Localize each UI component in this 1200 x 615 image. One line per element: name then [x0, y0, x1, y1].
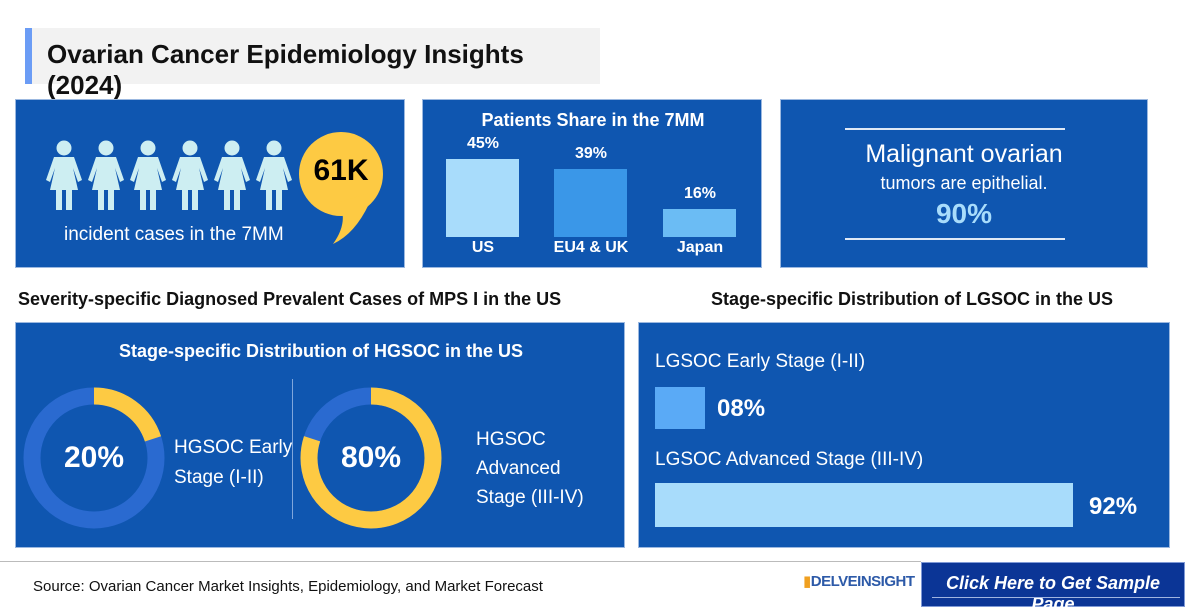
hgsoc-early-donut-segment — [23, 387, 165, 529]
sample-page-button[interactable]: Click Here to Get Sample Page — [921, 562, 1185, 614]
hgsoc-title: Stage-specific Distribution of HGSOC in … — [118, 341, 524, 361]
hgsoc-advanced-label: HGSOC Advanced Stage (III-IV) — [476, 425, 584, 512]
hgsoc-advanced-donut-segment — [300, 387, 442, 529]
right-heading: Stage-specific Distribution of LGSOC in … — [711, 289, 1114, 309]
delveinsight-logo: ▮DELVEINSIGHT — [803, 573, 915, 590]
woman-icon — [128, 140, 168, 217]
lgsoc-early-bar — [655, 387, 706, 429]
share-bar — [554, 169, 627, 237]
button-underline — [932, 597, 1180, 598]
share-value-label: 39% — [574, 145, 608, 163]
label-line: HGSOC Early — [174, 437, 293, 458]
label-line: Advanced — [476, 458, 561, 479]
malignant-line2: tumors are epithelial. — [880, 173, 1048, 193]
malignant-value: 90% — [935, 198, 993, 229]
title-box: Ovarian Cancer Epidemiology Insights (20… — [25, 28, 600, 100]
share-title: Patients Share in the 7MM — [481, 110, 705, 130]
lgsoc-advanced-bar — [655, 483, 1073, 527]
lgsoc-advanced-value: 92% — [1089, 493, 1138, 520]
divider — [845, 238, 1065, 240]
bubble-tail-icon — [333, 193, 369, 244]
woman-icon — [212, 140, 252, 217]
divider — [845, 128, 1065, 130]
woman-icon — [254, 140, 294, 217]
hgsoc-early-value: 20% — [64, 441, 125, 474]
title-accent — [25, 28, 32, 84]
woman-icon — [44, 140, 84, 217]
incidence-panel: 61K incident cases in the 7MM — [15, 99, 405, 268]
incidence-label: incident cases in the 7MM — [64, 224, 284, 245]
share-bar — [663, 209, 736, 237]
lgsoc-panel: LGSOC Early Stage (I-II) 08% LGSOC Advan… — [638, 322, 1170, 548]
label-line: Stage (III-IV) — [476, 487, 584, 508]
share-category-label: Japan — [676, 239, 724, 256]
hgsoc-panel: Stage-specific Distribution of HGSOC in … — [15, 322, 625, 548]
share-category-label: EU4 & UK — [553, 239, 629, 256]
incidence-bubble: 61K — [299, 132, 383, 244]
lgsoc-advanced-label: LGSOC Advanced Stage (III-IV) — [655, 449, 924, 470]
woman-icon — [170, 140, 210, 217]
footer-divider — [0, 561, 921, 562]
share-value-label: 16% — [683, 185, 717, 203]
woman-icon — [86, 140, 126, 217]
left-heading: Severity-specific Diagnosed Prevalent Ca… — [18, 289, 562, 309]
divider — [292, 379, 293, 519]
share-bar — [446, 159, 519, 237]
logo-text: DELVEINSIGHT — [810, 573, 915, 590]
share-category-label: US — [471, 239, 495, 256]
lgsoc-early-label: LGSOC Early Stage (I-II) — [655, 351, 866, 372]
label-line: HGSOC — [476, 429, 546, 450]
label-line: Stage (I-II) — [174, 467, 264, 488]
incidence-value: 61K — [313, 154, 369, 187]
hgsoc-advanced-value: 80% — [341, 441, 402, 474]
lgsoc-early-value: 08% — [717, 395, 766, 422]
share-value-label: 45% — [466, 135, 500, 152]
patients-share-panel: Patients Share in the 7MM 45% US 39% EU4 & … — [422, 99, 762, 268]
page-title: Ovarian Cancer Epidemiology Insights (20… — [47, 39, 524, 100]
sample-page-label: Click Here to Get Sample Page — [945, 573, 1161, 614]
hgsoc-early-label: HGSOC Early Stage (I-II) — [174, 433, 292, 493]
source-text: Source: Ovarian Cancer Market Insights, … — [33, 578, 543, 595]
malignant-line1: Malignant ovarian — [865, 140, 1063, 168]
hgsoc-donuts — [23, 387, 442, 529]
